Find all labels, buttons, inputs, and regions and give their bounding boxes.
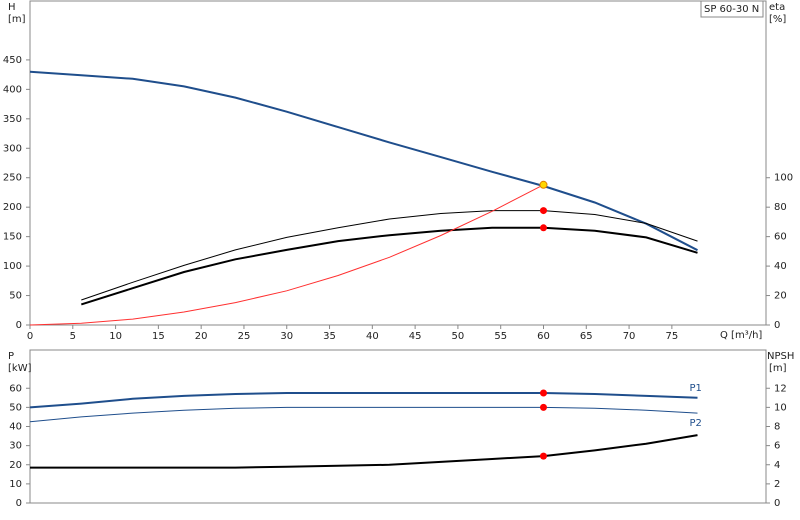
x-label: Q [m³/h] xyxy=(720,330,762,341)
y2-tick-label: 60 xyxy=(774,232,787,243)
x-tick-label: 25 xyxy=(238,331,251,342)
x-tick-label: 70 xyxy=(623,331,636,342)
x-tick-label: 0 xyxy=(27,331,33,342)
y2-tick-label: 80 xyxy=(774,202,787,213)
x-tick-label: 35 xyxy=(323,331,336,342)
y-tick-label: 450 xyxy=(3,55,22,66)
y-unit: [kW] xyxy=(8,363,32,374)
curve xyxy=(29,70,698,252)
y-unit: [m] xyxy=(8,14,26,25)
y-tick-label: 50 xyxy=(9,402,22,413)
curve xyxy=(29,184,544,326)
y-tick-label: 50 xyxy=(9,291,22,302)
chart-title: SP 60-30 N xyxy=(704,4,759,15)
series-label: P2 xyxy=(690,418,702,429)
operating-point xyxy=(539,452,547,460)
curve xyxy=(81,210,698,301)
y-tick-label: 150 xyxy=(3,232,22,243)
y2-tick-label: 0 xyxy=(774,498,780,509)
x-tick-label: 5 xyxy=(70,331,76,342)
y2-label: NPSH xyxy=(767,351,794,362)
x-tick-label: 10 xyxy=(109,331,122,342)
operating-point xyxy=(539,207,547,215)
operating-point xyxy=(539,389,547,397)
bottom-frame xyxy=(29,349,767,504)
y2-tick-label: 10 xyxy=(774,402,787,413)
y2-tick-label: 100 xyxy=(774,173,793,184)
y2-label: eta xyxy=(769,2,785,13)
x-tick-label: 75 xyxy=(665,331,678,342)
top-frame xyxy=(29,0,767,326)
y-tick-label: 0 xyxy=(16,320,22,331)
x-tick-label: 60 xyxy=(537,331,550,342)
x-tick-label: 45 xyxy=(409,331,422,342)
y-tick-label: 200 xyxy=(3,202,22,213)
y2-tick-label: 20 xyxy=(774,291,787,302)
x-tick-label: 55 xyxy=(494,331,507,342)
y2-unit: [%] xyxy=(769,14,786,25)
y-tick-label: 60 xyxy=(9,383,22,394)
operating-point xyxy=(539,180,548,189)
y-tick-label: 400 xyxy=(3,84,22,95)
x-tick-label: 30 xyxy=(280,331,293,342)
y2-tick-label: 4 xyxy=(774,460,780,471)
y2-tick-label: 40 xyxy=(774,261,787,272)
x-tick-label: 50 xyxy=(452,331,465,342)
y2-tick-label: 0 xyxy=(774,320,780,331)
operating-point xyxy=(539,403,547,411)
y-tick-label: 30 xyxy=(9,441,22,452)
x-tick-label: 65 xyxy=(580,331,593,342)
y-tick-label: 350 xyxy=(3,114,22,125)
y2-tick-label: 8 xyxy=(774,422,780,433)
x-tick-label: 15 xyxy=(152,331,165,342)
curve xyxy=(29,392,698,409)
curve xyxy=(29,406,698,423)
y2-tick-label: 12 xyxy=(774,383,787,394)
x-tick-label: 40 xyxy=(366,331,379,342)
y2-tick-label: 6 xyxy=(774,441,780,452)
y-tick-label: 40 xyxy=(9,422,22,433)
y-tick-label: 250 xyxy=(3,173,22,184)
y2-unit: [m] xyxy=(769,363,787,374)
y-tick-label: 100 xyxy=(3,261,22,272)
y-label: H xyxy=(8,2,16,13)
y2-tick-label: 2 xyxy=(774,479,780,490)
x-tick-label: 20 xyxy=(195,331,208,342)
y-tick-label: 0 xyxy=(16,498,22,509)
y-tick-label: 300 xyxy=(3,143,22,154)
curve xyxy=(30,434,698,469)
series-label: P1 xyxy=(690,383,702,394)
y-tick-label: 10 xyxy=(9,479,22,490)
y-tick-label: 20 xyxy=(9,460,22,471)
operating-point xyxy=(539,224,547,232)
y-label: P xyxy=(8,351,14,362)
curve xyxy=(80,226,698,306)
title-box xyxy=(700,0,764,18)
